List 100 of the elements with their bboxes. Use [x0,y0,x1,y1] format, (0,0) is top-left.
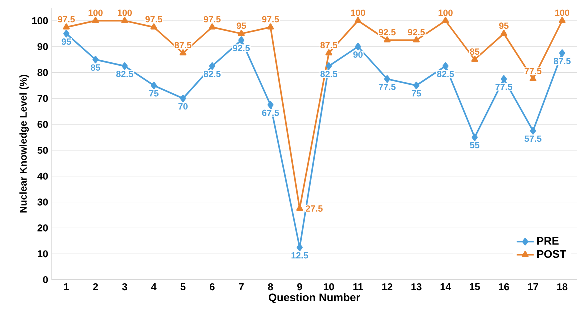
x-tick-label: 13 [412,284,422,291]
point [209,24,216,30]
data-label: 97.5 [58,16,76,23]
point [442,17,450,24]
point [92,17,100,24]
data-label: 82.5 [116,71,134,78]
point [413,36,420,43]
data-label: 95 [62,38,72,46]
x-tick-label: 1 [64,284,70,290]
point [326,50,332,56]
point [326,62,332,70]
point [150,24,158,30]
point [64,30,70,38]
legend-label: POST [537,250,566,258]
data-label: 100 [438,10,453,16]
data-label: 77.5 [379,84,396,90]
x-tick-label: 15 [470,284,480,290]
point [442,62,449,70]
x-tick-label: 7 [239,284,244,290]
x-tick-label: 10 [324,284,334,291]
data-label: 82.5 [320,71,338,78]
point [414,82,420,90]
point [500,30,508,36]
x-axis-title: Question Number [268,293,360,304]
point [501,75,508,84]
data-label: 27.5 [306,206,323,212]
point [530,75,537,82]
data-label: 77.5 [524,68,542,74]
point [354,17,362,24]
y-tick-label: 0 [43,276,48,284]
x-tick-label: 12 [382,284,393,290]
point [530,127,536,135]
point [238,36,245,44]
point [63,24,70,30]
data-label: 95 [236,22,246,30]
x-tick-label: 6 [210,284,215,291]
y-tick-label: 70 [38,95,48,102]
y-tick-label: 80 [38,69,48,76]
data-label: 100 [88,10,103,16]
y-tick-label: 20 [38,224,48,232]
x-tick-label: 11 [354,284,364,290]
x-tick-label: 18 [558,284,568,291]
data-label: 82.5 [204,71,221,78]
data-label: 97.5 [204,16,221,23]
data-label: 67.5 [262,110,280,116]
data-label: 85 [91,64,100,71]
data-label: 85 [470,48,480,56]
point [559,50,566,58]
y-tick-label: 60 [38,121,48,128]
x-tick-label: 5 [180,284,186,290]
y-tick-label: 90 [38,43,48,50]
y-tick-label: 50 [38,146,48,154]
point [151,82,158,90]
point [209,62,216,70]
x-tick-label: 8 [268,284,274,291]
data-label: 57.5 [524,136,542,142]
point [472,56,478,62]
x-tick-label: 2 [93,284,98,290]
data-label: 97.5 [146,16,163,23]
point [180,94,186,102]
x-tick-label: 4 [151,284,157,290]
point [267,24,274,30]
data-label: 82.5 [437,71,454,78]
data-label: 87.5 [174,42,192,49]
data-label: 97.5 [262,16,280,23]
point [355,43,362,51]
data-label: 87.5 [320,42,338,49]
point [384,36,391,43]
data-label: 77.5 [496,84,513,90]
x-tick-label: 14 [440,284,452,290]
point [238,30,245,36]
x-tick-label: 17 [528,284,538,290]
legend-label: PRE [537,237,559,245]
data-label: 75 [412,90,422,97]
point [559,17,566,24]
x-tick-label: 16 [499,284,510,291]
data-label: 100 [556,10,570,16]
point [92,56,99,64]
data-label: 55 [470,142,480,149]
x-tick-label: 3 [122,284,128,291]
data-label: 95 [499,22,509,30]
y-axis-title: Nuclear Knowledge Level (%) [20,75,29,213]
point [384,75,390,84]
data-label: 75 [149,90,159,97]
y-tick-label: 100 [32,17,48,24]
y-tick-label: 40 [38,172,48,180]
data-label: 92.5 [379,29,396,36]
data-label: 12.5 [292,252,308,259]
point [268,101,274,109]
y-tick-label: 30 [38,198,48,206]
y-tick-label: 10 [38,250,48,258]
point [472,134,478,142]
data-label: 87.5 [554,58,571,64]
point [296,244,303,252]
data-label: 70 [178,103,188,110]
data-label: 90 [354,52,363,58]
data-label: 92.5 [408,29,426,36]
point [122,17,128,24]
data-label: 100 [118,10,132,16]
data-label: 100 [351,10,366,16]
